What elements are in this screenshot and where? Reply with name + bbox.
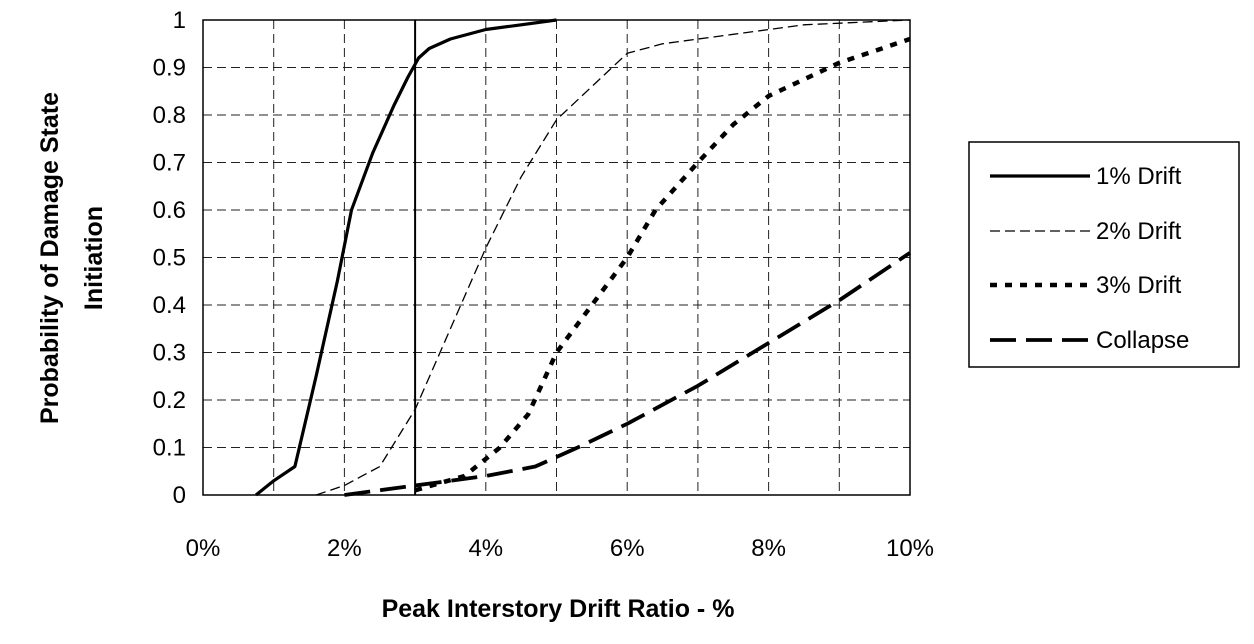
grid-lines — [203, 19, 910, 495]
x-axis-title: Peak Interstory Drift Ratio - % — [382, 595, 735, 623]
y-tick-label: 0.3 — [153, 340, 186, 367]
legend-label-2: 2% Drift — [1096, 218, 1182, 245]
legend-label-1: 1% Drift — [1096, 163, 1182, 190]
y-tick-label: 0.9 — [153, 55, 186, 82]
y-tick-label: 0.6 — [153, 197, 186, 224]
x-tick-label: 10% — [886, 535, 934, 562]
y-tick-label: 1 — [173, 7, 186, 34]
y-tick-label: 0.2 — [153, 387, 186, 414]
legend-label-3: 3% Drift — [1096, 272, 1182, 299]
tick-labels: 00.10.20.30.40.50.60.70.80.910% 2% 4% 6% 8% 1… — [153, 7, 934, 562]
series-line-1 — [254, 18, 557, 497]
y-axis-title-line-1: Probability of Damage State — [36, 92, 64, 424]
x-tick-label: 0% — [186, 535, 221, 562]
series-line-3 — [414, 36, 911, 493]
series-line-2 — [315, 19, 911, 496]
series-lines — [254, 18, 912, 497]
x-tick-label: 2% — [327, 535, 362, 562]
y-axis-title-line-2: Initiation — [80, 206, 108, 310]
y-tick-label: 0.7 — [153, 150, 186, 177]
x-tick-label: 4% — [468, 535, 503, 562]
y-tick-label: 0 — [173, 482, 186, 509]
series-line-4 — [344, 251, 912, 497]
y-tick-label: 0.1 — [153, 435, 186, 462]
legend-label-4: Collapse — [1096, 327, 1189, 354]
legend-box — [968, 141, 1240, 368]
y-tick-label: 0.8 — [153, 102, 186, 129]
y-tick-label: 0.5 — [153, 245, 186, 272]
x-tick-label: 8% — [751, 535, 786, 562]
legend: 1% Drift 2% Drift 3% Drift Collapse — [968, 141, 1240, 368]
y-tick-label: 0.4 — [153, 292, 186, 319]
x-tick-label: 6% — [610, 535, 645, 562]
